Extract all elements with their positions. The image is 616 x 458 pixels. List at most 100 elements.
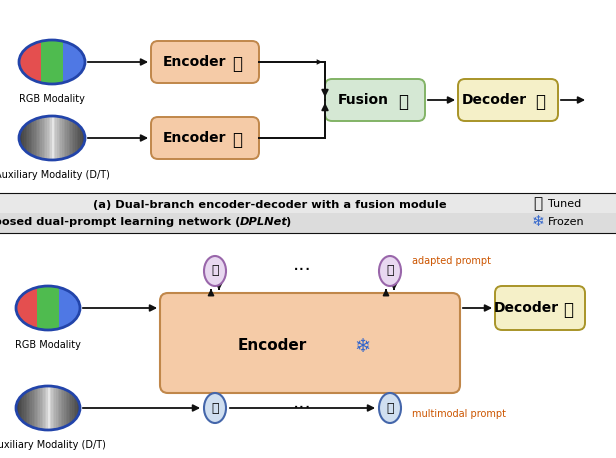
Text: ···: ··· (293, 398, 311, 418)
Bar (56, 386, 58, 430)
Bar (70, 116, 72, 160)
Text: ❄: ❄ (532, 214, 545, 229)
Bar (42, 386, 43, 430)
Text: 🔥: 🔥 (398, 93, 408, 111)
Bar (75, 116, 77, 160)
Ellipse shape (204, 256, 226, 286)
Text: 🔥: 🔥 (211, 402, 219, 414)
Text: ···: ··· (293, 262, 311, 280)
Bar (0, 193, 616, 213)
Text: RGB Modality: RGB Modality (19, 94, 85, 104)
Text: multimodal prompt: multimodal prompt (412, 409, 506, 419)
Bar (73, 386, 75, 430)
Bar (32, 116, 34, 160)
Bar (82, 116, 83, 160)
Text: 🔥: 🔥 (232, 131, 242, 149)
Bar (64, 386, 65, 430)
Text: Decoder: Decoder (493, 301, 559, 315)
Bar (26, 386, 27, 430)
Bar (59, 286, 80, 330)
Bar (51, 386, 53, 430)
Bar (35, 386, 37, 430)
FancyBboxPatch shape (495, 286, 585, 330)
Bar (40, 386, 42, 430)
Text: 🔥: 🔥 (535, 93, 545, 111)
Text: Fusion: Fusion (338, 93, 389, 107)
Bar (19, 40, 41, 84)
Bar (29, 116, 31, 160)
Text: (b) Proposed dual-prompt learning network (: (b) Proposed dual-prompt learning networ… (0, 217, 240, 227)
Bar (29, 386, 30, 430)
Bar (46, 116, 47, 160)
Bar (31, 116, 32, 160)
Text: Decoder: Decoder (461, 93, 527, 107)
Bar (22, 116, 24, 160)
Bar (77, 116, 78, 160)
Bar (34, 116, 36, 160)
Bar (59, 116, 60, 160)
Bar (77, 386, 78, 430)
Text: 🔥: 🔥 (386, 265, 394, 278)
Text: Auxiliary Modality (D/T): Auxiliary Modality (D/T) (0, 170, 110, 180)
Bar (78, 386, 80, 430)
Ellipse shape (16, 386, 80, 430)
Bar (73, 116, 75, 160)
Bar (18, 386, 19, 430)
Bar (37, 116, 39, 160)
Bar (65, 386, 67, 430)
Text: 🔥: 🔥 (386, 402, 394, 414)
Bar (21, 386, 22, 430)
Text: Encoder: Encoder (163, 55, 227, 69)
Text: Auxiliary Modality (D/T): Auxiliary Modality (D/T) (0, 440, 105, 450)
Bar (30, 386, 32, 430)
Bar (59, 386, 61, 430)
Bar (52, 116, 54, 160)
Bar (65, 116, 67, 160)
Bar (41, 116, 42, 160)
Bar (50, 386, 51, 430)
Bar (39, 116, 41, 160)
Text: (a) Dual-branch encoder-decoder with a fusion module: (a) Dual-branch encoder-decoder with a f… (93, 200, 447, 210)
Bar (41, 40, 63, 84)
Text: DPLNet: DPLNet (240, 217, 288, 227)
Bar (48, 386, 50, 430)
Bar (60, 116, 62, 160)
Bar (70, 386, 72, 430)
Bar (53, 386, 54, 430)
Bar (62, 386, 64, 430)
Text: 🔥: 🔥 (563, 301, 573, 319)
Bar (27, 386, 29, 430)
Bar (27, 116, 29, 160)
Bar (63, 40, 85, 84)
Bar (78, 116, 80, 160)
Bar (62, 116, 63, 160)
Ellipse shape (19, 40, 85, 84)
Text: Frozen: Frozen (548, 217, 585, 227)
Bar (24, 116, 26, 160)
Bar (24, 386, 26, 430)
Bar (58, 386, 59, 430)
Bar (43, 386, 45, 430)
Text: 🔥: 🔥 (232, 55, 242, 73)
Text: adapted prompt: adapted prompt (412, 256, 491, 266)
Bar (63, 116, 65, 160)
Bar (34, 386, 35, 430)
Bar (51, 116, 52, 160)
Ellipse shape (379, 393, 401, 423)
Bar (68, 116, 70, 160)
Bar (16, 286, 38, 330)
FancyBboxPatch shape (151, 117, 259, 159)
Bar (67, 116, 68, 160)
Bar (67, 386, 69, 430)
Bar (72, 116, 73, 160)
Bar (36, 116, 37, 160)
Bar (21, 116, 22, 160)
FancyBboxPatch shape (160, 293, 460, 393)
Bar (26, 116, 27, 160)
Text: Encoder: Encoder (237, 338, 307, 353)
FancyBboxPatch shape (151, 41, 259, 83)
Bar (57, 116, 59, 160)
Ellipse shape (204, 393, 226, 423)
Bar (45, 386, 46, 430)
Ellipse shape (16, 286, 80, 330)
